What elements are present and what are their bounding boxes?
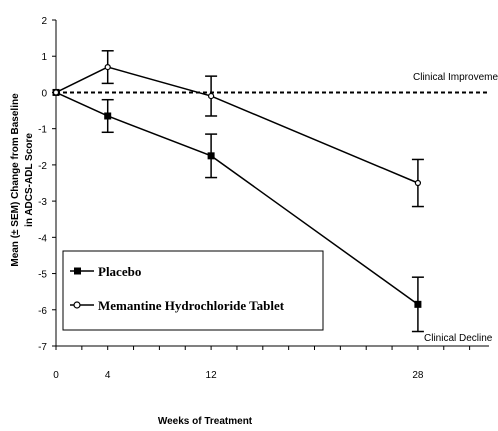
y-tick-label-6: -4: [38, 233, 47, 244]
y-tick-label-9: -7: [38, 342, 47, 353]
annotation-clinical-decline: Clinical Decline: [424, 333, 493, 344]
y-tick-label-2: 0: [41, 88, 47, 99]
x-axis-title: Weeks of Treatment: [158, 416, 253, 427]
y-tick-label-4: -2: [38, 161, 47, 172]
data-point-1-0: [52, 89, 60, 96]
series-1: [52, 50, 424, 208]
y-tick-label-0: 2: [41, 16, 47, 27]
x-tick-label-2: 12: [206, 370, 218, 381]
data-point-1-3: [414, 179, 422, 187]
data-point-0-1: [104, 112, 112, 120]
legend-label-placebo: Placebo: [98, 264, 141, 279]
y-tick-label-7: -5: [38, 270, 47, 281]
legend-marker-square: [74, 267, 81, 275]
data-point-1-2: [208, 92, 215, 100]
legend: Placebo Memantine Hydrochloride Tablet: [62, 250, 324, 331]
series-layer: [52, 50, 424, 333]
annotation-clinical-improvement: Clinical Improvement: [413, 72, 498, 83]
legend-label-memantine: Memantine Hydrochloride Tablet: [98, 298, 285, 313]
y-tick-label-5: -3: [38, 197, 47, 208]
x-tick-label-3: 28: [412, 370, 424, 381]
data-point-0-2: [207, 152, 215, 160]
series-0: [52, 88, 424, 333]
axes: 2 1 0 -1 -2 -3 -4 -5 -6 -7 0 4 12 28: [38, 16, 489, 381]
x-tick-label-0: 0: [53, 370, 59, 381]
legend-marker-circle: [73, 301, 81, 309]
y-axis-title-line1: Mean (± SEM) Change from Baseline: [10, 93, 21, 267]
labels: Weeks of Treatment Mean (± SEM) Change f…: [10, 72, 498, 427]
series-line-0: [55, 91, 419, 305]
data-point-1-1: [104, 63, 111, 71]
y-tick-label-1: 1: [41, 52, 47, 63]
y-tick-label-8: -6: [38, 306, 47, 317]
y-axis-title-line2: in ADCS-ADL Score: [24, 133, 35, 227]
x-tick-label-1: 4: [105, 370, 111, 381]
series-line-1: [55, 66, 419, 184]
y-tick-label-3: -1: [38, 125, 47, 136]
data-point-0-3: [414, 300, 422, 308]
legend-box: [62, 250, 324, 331]
